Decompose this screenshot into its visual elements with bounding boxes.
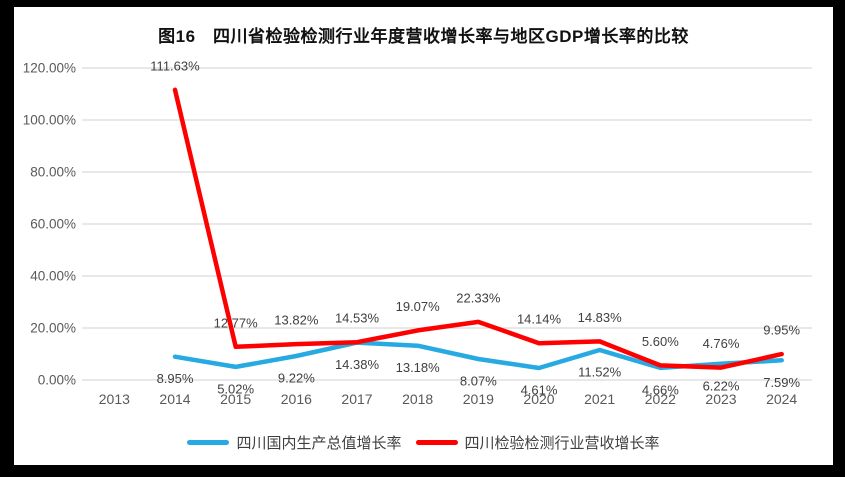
x-axis-tick-label: 2015 xyxy=(220,391,251,407)
y-axis-tick-label: 20.00% xyxy=(30,321,76,336)
y-axis-tick-label: 80.00% xyxy=(30,165,76,180)
data-label: 9.22% xyxy=(278,371,315,386)
chart-title: 图16 四川省检验检测行业年度营收增长率与地区GDP增长率的比较 xyxy=(158,27,689,46)
x-axis-tick-label: 2019 xyxy=(463,391,494,407)
x-axis-tick-label: 2017 xyxy=(341,391,372,407)
x-axis-tick-label: 2013 xyxy=(99,391,130,407)
chart-panel xyxy=(14,7,833,465)
series-line-industry xyxy=(172,87,784,370)
x-axis-tick-label: 2021 xyxy=(584,391,615,407)
y-axis-tick-label: 40.00% xyxy=(30,269,76,284)
x-axis-tick-label: 2024 xyxy=(766,391,797,407)
y-axis-tick-label: 100.00% xyxy=(23,113,76,128)
data-label: 6.22% xyxy=(703,378,740,393)
data-label: 19.07% xyxy=(396,299,441,314)
y-axis-tick-label: 60.00% xyxy=(30,217,76,232)
y-axis-tick-label: 120.00% xyxy=(23,61,76,76)
legend-item-gdp: 四川国内生产总值增长率 xyxy=(187,432,402,453)
data-label: 4.66% xyxy=(642,382,679,397)
x-axis-tick-label: 2023 xyxy=(705,391,736,407)
industry-line-swatch-icon xyxy=(415,439,458,445)
data-label: 4.76% xyxy=(703,336,740,351)
data-label: 12.77% xyxy=(214,315,259,330)
gdp-line-swatch-icon xyxy=(187,439,230,445)
x-axis-tick-label: 2022 xyxy=(645,391,676,407)
data-label: 5.02% xyxy=(217,381,254,396)
x-axis-tick-label: 2018 xyxy=(402,391,433,407)
x-axis-tick-label: 2016 xyxy=(281,391,312,407)
data-label: 9.95% xyxy=(763,323,800,338)
chart-legend: 四川国内生产总值增长率 四川检验检测行业营收增长率 xyxy=(14,432,833,452)
x-axis-tick-label: 2020 xyxy=(523,391,554,407)
legend-label-gdp: 四川国内生产总值增长率 xyxy=(236,434,402,452)
data-label: 22.33% xyxy=(456,290,501,305)
data-label: 14.83% xyxy=(578,310,623,325)
data-label: 13.82% xyxy=(274,313,319,328)
data-label: 8.95% xyxy=(157,371,194,386)
legend-item-industry: 四川检验检测行业营收增长率 xyxy=(415,432,660,453)
data-label: 7.59% xyxy=(763,375,800,390)
data-label: 14.14% xyxy=(517,312,562,327)
data-label: 5.60% xyxy=(642,334,679,349)
data-label: 14.38% xyxy=(335,357,380,372)
data-label: 11.52% xyxy=(578,365,622,380)
data-label: 111.63% xyxy=(150,58,200,73)
data-label: 8.07% xyxy=(460,374,497,389)
y-axis-tick-label: 0.00% xyxy=(38,373,76,388)
legend-label-industry: 四川检验检测行业营收增长率 xyxy=(464,434,660,452)
x-axis-tick-label: 2014 xyxy=(159,391,190,407)
data-label: 14.53% xyxy=(335,311,380,326)
data-label: 4.61% xyxy=(521,383,558,398)
data-label: 13.18% xyxy=(396,360,441,375)
